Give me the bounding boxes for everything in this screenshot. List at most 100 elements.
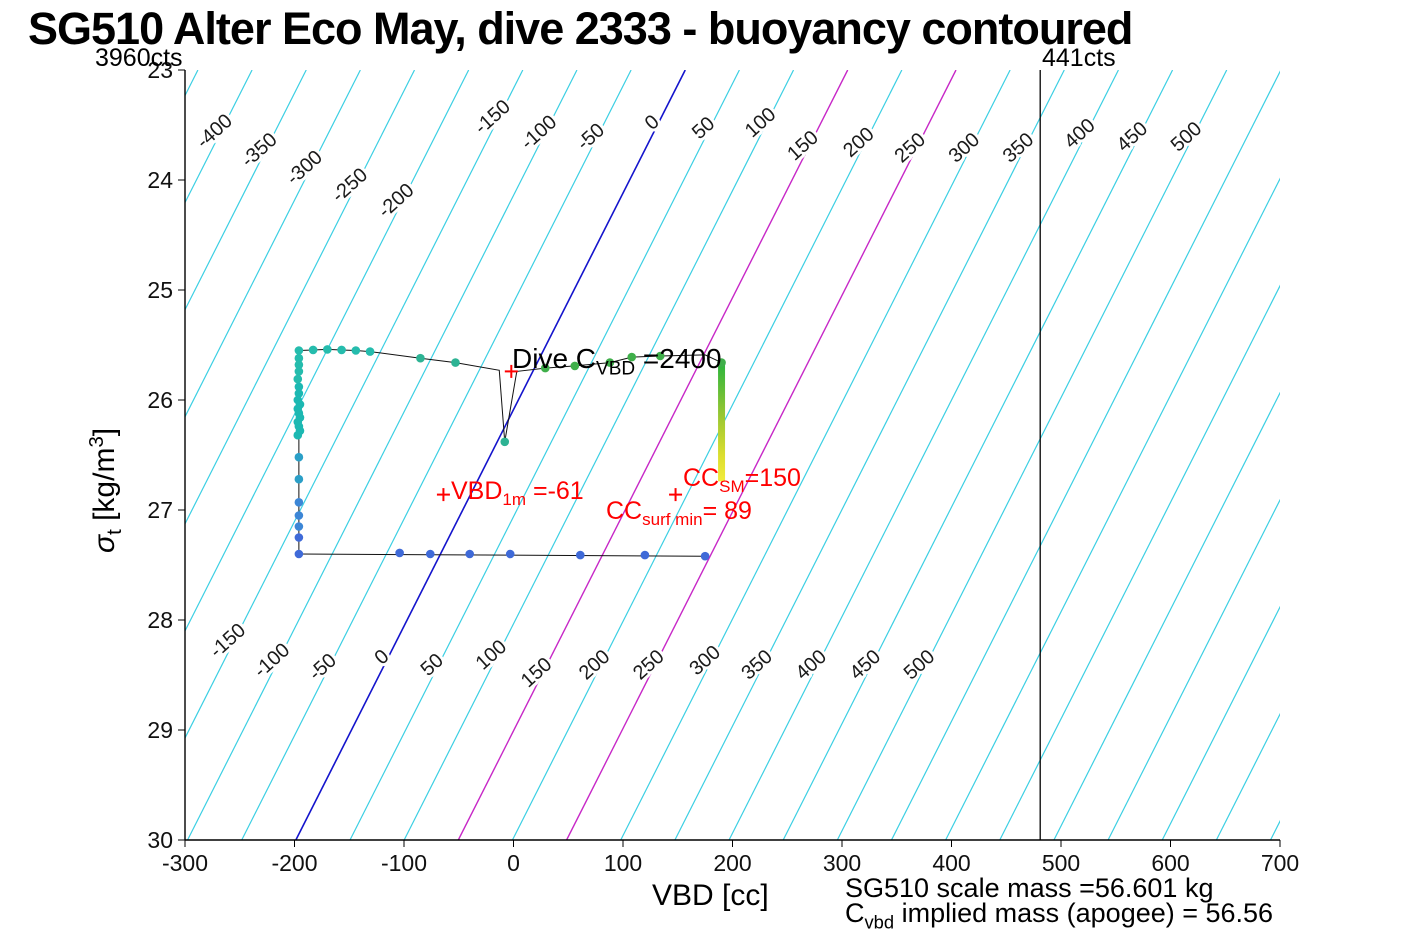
contour-line	[349, 70, 740, 840]
data-point	[294, 452, 304, 462]
contour-line	[1269, 819, 1280, 840]
contour-line	[241, 70, 632, 840]
data-point	[294, 346, 304, 355]
data-point	[640, 550, 650, 560]
data-point	[294, 511, 304, 520]
contour-line	[1107, 498, 1280, 840]
x-tick-label: -300	[162, 850, 208, 876]
contour-line	[674, 70, 1065, 840]
contour-label: -300	[282, 146, 326, 189]
sigma-subscript: t	[104, 529, 126, 535]
data-point	[294, 382, 304, 392]
cc-surf-min-subscript: surf min	[642, 510, 703, 529]
contour-line	[999, 284, 1280, 840]
data-point	[337, 345, 346, 355]
contour-line	[185, 70, 470, 633]
x-tick-label: 700	[1261, 850, 1299, 876]
contour-label: 0	[641, 111, 664, 135]
contour-line	[185, 70, 307, 312]
contour-line	[403, 70, 795, 840]
cc-sm-value: =150	[744, 464, 801, 492]
data-point	[416, 353, 425, 363]
data-point	[605, 358, 615, 367]
contour-label: 450	[1113, 118, 1153, 157]
data-point	[575, 550, 585, 560]
data-point	[294, 498, 304, 507]
ylabel-units: [kg/m	[88, 447, 121, 530]
contour-line	[1215, 712, 1280, 840]
dive-cvbd-subscript: VBD	[596, 358, 636, 380]
buoyancy-contour-lines	[185, 70, 1280, 840]
axes: -300 -200 -100 0 100 200 300 400 500 600 700232425…	[147, 57, 1299, 876]
vbd-1m-text: VBD	[451, 477, 503, 505]
contour-label: -150	[470, 96, 514, 139]
vbd-max-counts-label: 441cts	[1042, 44, 1116, 72]
cc-sm-subscript: SM	[719, 477, 745, 496]
data-point	[294, 367, 304, 376]
implied-mass-value: implied mass (apogee) = 56.56	[894, 898, 1274, 928]
x-tick-label: -100	[381, 850, 427, 876]
data-point	[294, 549, 304, 559]
implied-mass-annotation: Cvbd implied mass (apogee) = 56.56	[845, 898, 1273, 933]
x-tick-label: 300	[823, 850, 861, 876]
y-axis-label: σt [kg/m3]	[86, 428, 127, 553]
contour-label: 350	[737, 646, 777, 685]
contour-line	[945, 177, 1280, 840]
contour-label: -350	[237, 129, 281, 172]
contour-line	[1161, 605, 1280, 840]
data-point	[717, 358, 726, 367]
y-tick-label: 24	[147, 167, 173, 193]
y-tick-label: 30	[147, 827, 173, 853]
data-point	[655, 351, 665, 361]
cc-sm-annotation: CCSM=150	[683, 464, 801, 497]
x-tick-label: 500	[1042, 850, 1080, 876]
contour-label: 100	[741, 103, 781, 142]
data-point	[395, 548, 404, 558]
contour-label: -100	[250, 639, 294, 682]
contour-line-highlight	[457, 70, 849, 840]
data-point	[294, 474, 304, 484]
data-point	[294, 522, 304, 531]
contour-line	[185, 70, 416, 526]
contour-label: 350	[999, 129, 1039, 168]
contour-label: -250	[328, 164, 372, 207]
implied-mass-text: C	[845, 898, 865, 928]
contour-line	[620, 70, 1011, 840]
contour-label: 50	[417, 649, 448, 680]
x-axis-label: VBD [cc]	[652, 879, 769, 912]
x-tick-label: 0	[507, 850, 520, 876]
dive-cvbd-text: Dive C	[512, 343, 597, 374]
data-point	[294, 533, 304, 542]
vbd-1m-value: =-61	[526, 477, 584, 505]
data-point	[365, 347, 375, 356]
contour-label: 500	[900, 646, 940, 685]
data-point	[570, 361, 580, 371]
y-tick-label: 23	[147, 57, 173, 83]
contour-line	[890, 70, 1280, 840]
data-point	[294, 360, 304, 370]
track-line-bottom-leg	[298, 553, 706, 557]
data-point	[465, 549, 475, 559]
contour-label: 400	[791, 646, 831, 685]
data-point	[627, 352, 637, 362]
contour-line	[185, 70, 361, 419]
contour-label: 500	[1167, 118, 1207, 157]
contour-label: -150	[206, 619, 250, 662]
vbd-1m-annotation: VBD1m =-61	[451, 477, 584, 510]
contour-label: 450	[846, 646, 886, 685]
data-point	[294, 389, 304, 398]
contour-line	[1053, 391, 1280, 840]
contour-label: 100	[472, 636, 512, 675]
dive-cvbd-value: =2400	[635, 343, 722, 374]
scale-mass-annotation: SG510 scale mass =56.601 kg	[845, 873, 1214, 903]
figure-title: SG510 Alter Eco May, dive 2333 - buoyanc…	[28, 3, 1133, 54]
contour-line	[185, 70, 253, 204]
data-point	[293, 430, 303, 440]
data-point	[425, 549, 435, 559]
cc-surf-min-annotation: CCsurf min= 89	[606, 497, 752, 530]
x-tick-label: 400	[932, 850, 970, 876]
cc-surf-min-value: = 89	[702, 497, 752, 525]
x-tick-label: 600	[1151, 850, 1189, 876]
